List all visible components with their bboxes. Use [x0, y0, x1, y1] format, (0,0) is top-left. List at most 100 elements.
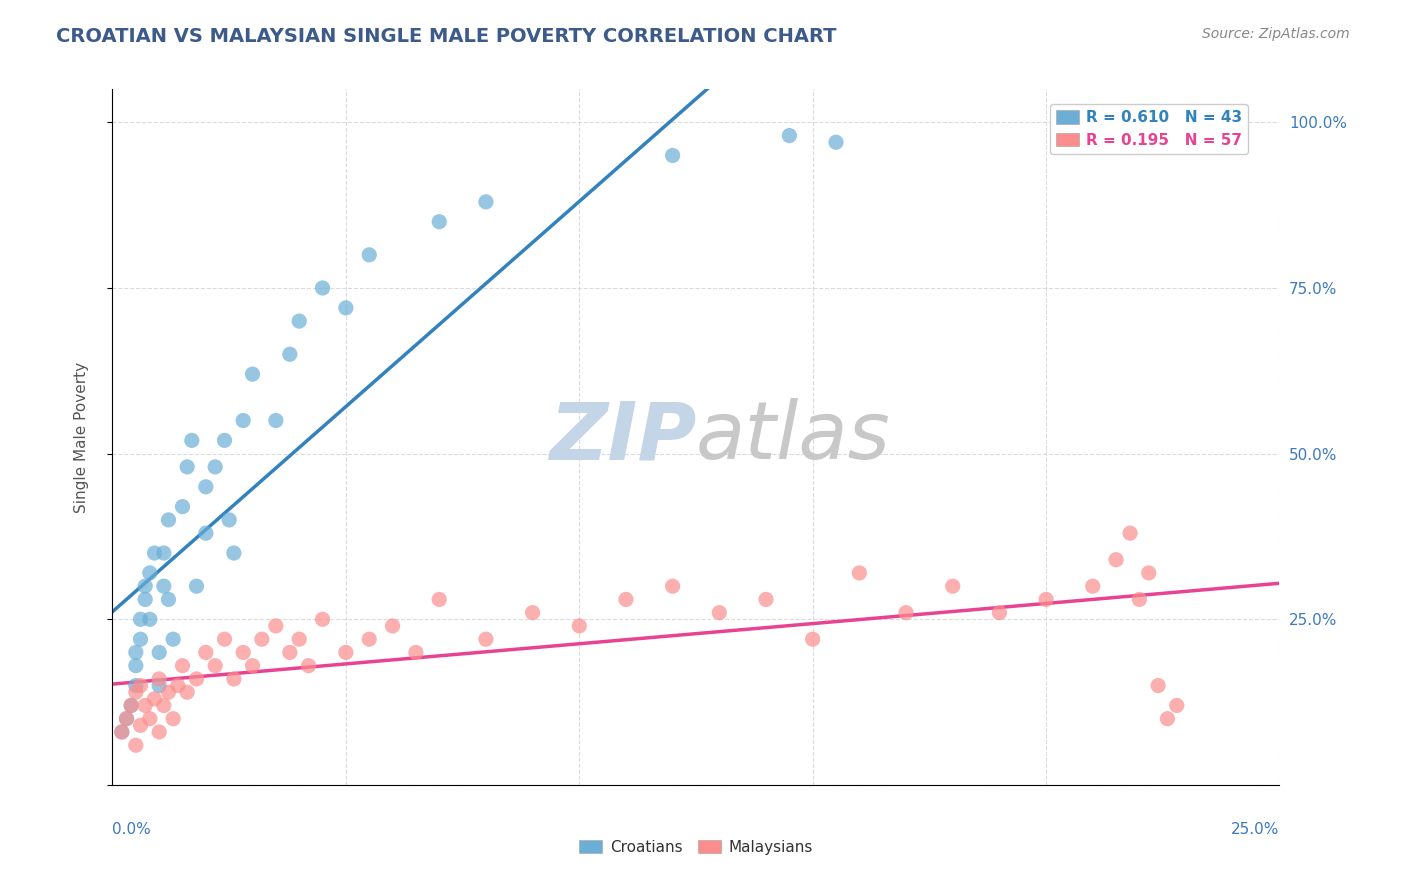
Point — [825, 135, 848, 149]
Point — [297, 658, 319, 673]
Point — [942, 579, 965, 593]
Point — [1128, 592, 1150, 607]
Point — [848, 566, 870, 580]
Point — [1137, 566, 1160, 580]
Point — [204, 459, 226, 474]
Point — [134, 698, 156, 713]
Point — [288, 632, 311, 647]
Text: CROATIAN VS MALAYSIAN SINGLE MALE POVERTY CORRELATION CHART: CROATIAN VS MALAYSIAN SINGLE MALE POVERT… — [56, 27, 837, 45]
Point — [1147, 679, 1170, 693]
Point — [115, 712, 138, 726]
Point — [475, 194, 498, 209]
Point — [335, 645, 357, 659]
Point — [129, 612, 152, 626]
Point — [1119, 526, 1142, 541]
Point — [278, 347, 301, 361]
Point — [120, 698, 142, 713]
Point — [894, 606, 917, 620]
Point — [311, 281, 333, 295]
Point — [242, 367, 264, 381]
Point — [148, 645, 170, 659]
Point — [755, 592, 778, 607]
Point — [153, 546, 176, 560]
Point — [143, 546, 166, 560]
Point — [427, 592, 450, 607]
Point — [125, 645, 148, 659]
Point — [250, 632, 273, 647]
Point — [801, 632, 824, 647]
Point — [614, 592, 637, 607]
Text: atlas: atlas — [696, 398, 891, 476]
Point — [134, 579, 156, 593]
Point — [232, 413, 254, 427]
Point — [148, 672, 170, 686]
Point — [242, 658, 264, 673]
Legend: Croatians, Malaysians: Croatians, Malaysians — [574, 833, 818, 861]
Point — [125, 738, 148, 752]
Point — [176, 459, 198, 474]
Point — [661, 579, 683, 593]
Point — [176, 685, 198, 699]
Point — [381, 619, 404, 633]
Point — [129, 632, 152, 647]
Point — [405, 645, 427, 659]
Point — [1035, 592, 1057, 607]
Point — [475, 632, 498, 647]
Point — [1156, 712, 1178, 726]
Point — [172, 658, 194, 673]
Point — [180, 434, 202, 448]
Point — [222, 672, 245, 686]
Point — [311, 612, 333, 626]
Point — [264, 413, 287, 427]
Point — [148, 725, 170, 739]
Point — [288, 314, 311, 328]
Point — [125, 685, 148, 699]
Point — [129, 718, 152, 732]
Point — [214, 434, 236, 448]
Point — [186, 672, 208, 686]
Point — [204, 658, 226, 673]
Point — [214, 632, 236, 647]
Point — [139, 712, 162, 726]
Point — [153, 698, 176, 713]
Point — [129, 679, 152, 693]
Point — [125, 658, 148, 673]
Point — [172, 500, 194, 514]
Text: 0.0%: 0.0% — [112, 822, 152, 837]
Point — [157, 685, 180, 699]
Point — [1166, 698, 1188, 713]
Point — [218, 513, 240, 527]
Point — [1105, 552, 1128, 566]
Point — [222, 546, 245, 560]
Y-axis label: Single Male Poverty: Single Male Poverty — [75, 361, 89, 513]
Text: Source: ZipAtlas.com: Source: ZipAtlas.com — [1202, 27, 1350, 41]
Point — [115, 712, 138, 726]
Point — [709, 606, 731, 620]
Point — [157, 513, 180, 527]
Point — [194, 480, 217, 494]
Point — [162, 632, 184, 647]
Point — [359, 632, 381, 647]
Point — [111, 725, 134, 739]
Point — [359, 248, 381, 262]
Point — [162, 712, 184, 726]
Point — [186, 579, 208, 593]
Text: 25.0%: 25.0% — [1232, 822, 1279, 837]
Point — [139, 612, 162, 626]
Point — [148, 679, 170, 693]
Point — [153, 579, 176, 593]
Point — [194, 526, 217, 541]
Point — [522, 606, 544, 620]
Point — [778, 128, 800, 143]
Point — [232, 645, 254, 659]
Point — [139, 566, 162, 580]
Text: ZIP: ZIP — [548, 398, 696, 476]
Point — [111, 725, 134, 739]
Point — [120, 698, 142, 713]
Point — [988, 606, 1011, 620]
Point — [661, 148, 683, 162]
Point — [427, 215, 450, 229]
Point — [278, 645, 301, 659]
Point — [134, 592, 156, 607]
Point — [157, 592, 180, 607]
